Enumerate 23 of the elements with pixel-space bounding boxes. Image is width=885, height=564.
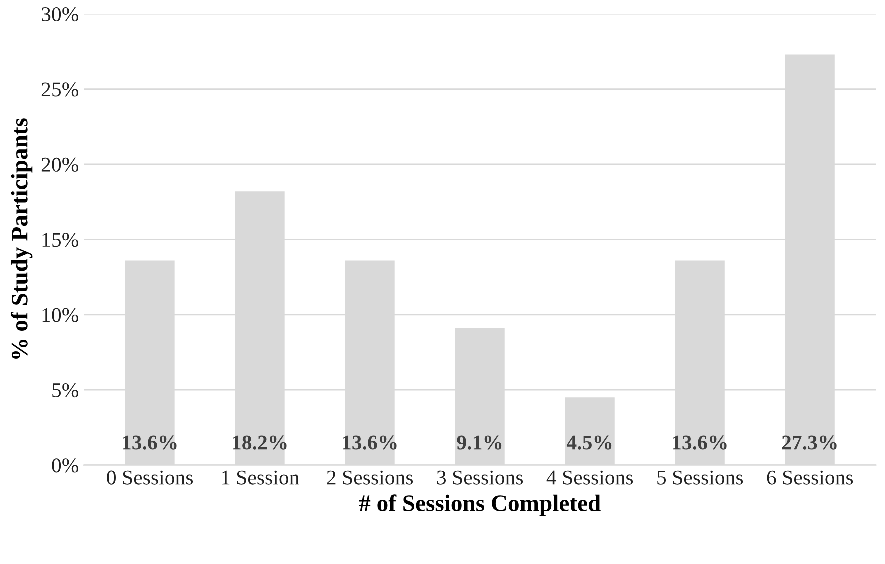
x-tick-label: 5 Sessions: [658, 470, 744, 485]
y-axis-title: % of Study Participants: [10, 118, 33, 359]
data-label: 13.6%: [343, 436, 397, 450]
x-tick-label: 4 Sessions: [546, 470, 634, 485]
y-tick-label: 5%: [52, 383, 79, 398]
y-tick-label: 15%: [42, 233, 79, 248]
data-label: 13.6%: [123, 436, 177, 450]
data-label: 4.5%: [566, 436, 612, 450]
y-tick-label: 10%: [42, 308, 79, 322]
x-tick-label: 2 Sessions: [327, 470, 414, 485]
x-tick-label: 0 Sessions: [107, 470, 194, 485]
y-tick-label: 30%: [42, 7, 79, 22]
data-label: 9.1%: [457, 436, 502, 450]
data-label: 13.6%: [673, 436, 727, 450]
data-label: 18.2%: [233, 436, 287, 450]
y-tick-label: 25%: [42, 82, 79, 97]
y-tick-label: 20%: [42, 158, 79, 172]
x-tick-label: 6 Sessions: [767, 470, 854, 485]
x-tick-label: 1 Session: [222, 470, 300, 485]
x-axis-title: # of Sessions Completed: [359, 494, 601, 516]
data-label: 27.3%: [782, 436, 837, 450]
x-tick-label: 3 Sessions: [437, 470, 524, 485]
y-tick-label: 0%: [52, 458, 79, 473]
